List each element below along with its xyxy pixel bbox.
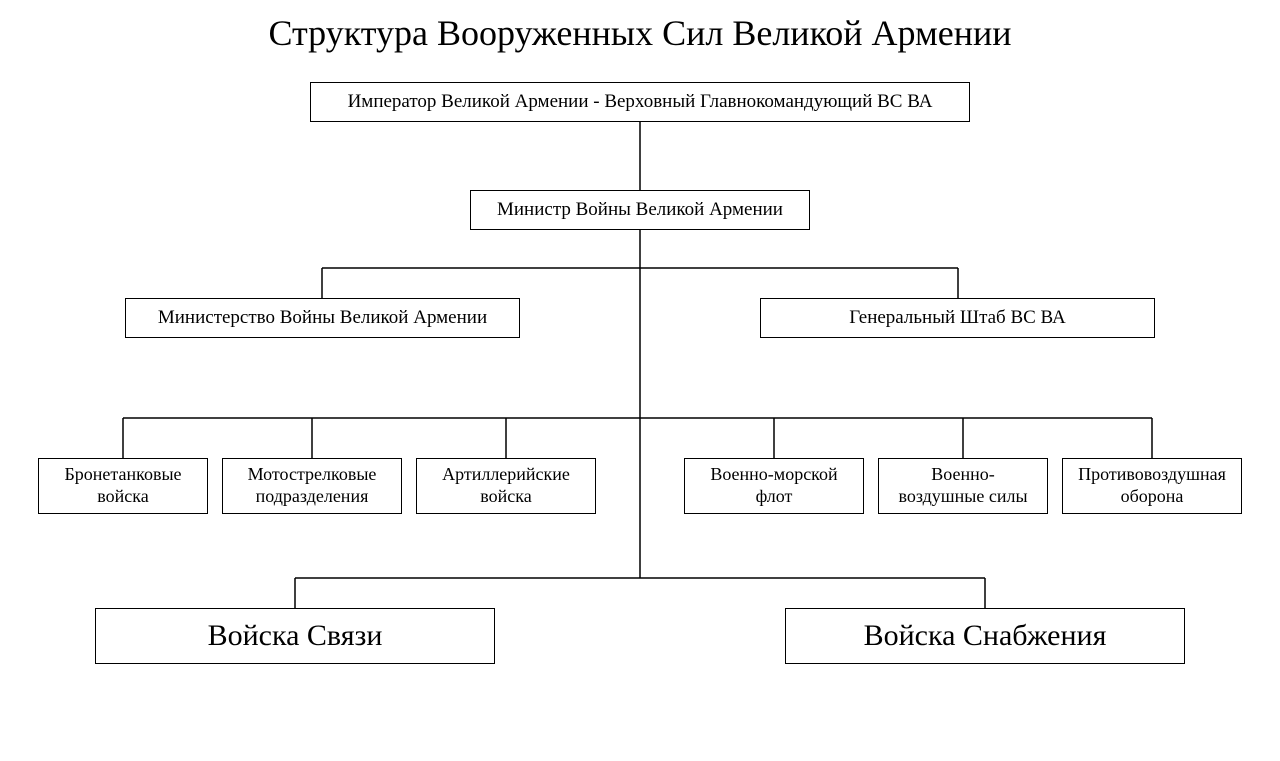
node-supply: Войска Снабжения bbox=[785, 608, 1185, 664]
node-ministry: Министерство Войны Великой Армении bbox=[125, 298, 520, 338]
node-artillery: Артиллерийские войска bbox=[416, 458, 596, 514]
node-emperor: Император Великой Армении - Верховный Гл… bbox=[310, 82, 970, 122]
node-navy: Военно-морской флот bbox=[684, 458, 864, 514]
node-signals: Войска Связи bbox=[95, 608, 495, 664]
node-general-staff: Генеральный Штаб ВС ВА bbox=[760, 298, 1155, 338]
node-airforce: Военно-воздушные силы bbox=[878, 458, 1048, 514]
node-airdefense: Противовоздушная оборона bbox=[1062, 458, 1242, 514]
node-minister: Министр Войны Великой Армении bbox=[470, 190, 810, 230]
node-motor: Мотострелковые подразделения bbox=[222, 458, 402, 514]
diagram-title: Структура Вооруженных Сил Великой Армени… bbox=[0, 12, 1280, 54]
node-armor: Бронетанковые войска bbox=[38, 458, 208, 514]
